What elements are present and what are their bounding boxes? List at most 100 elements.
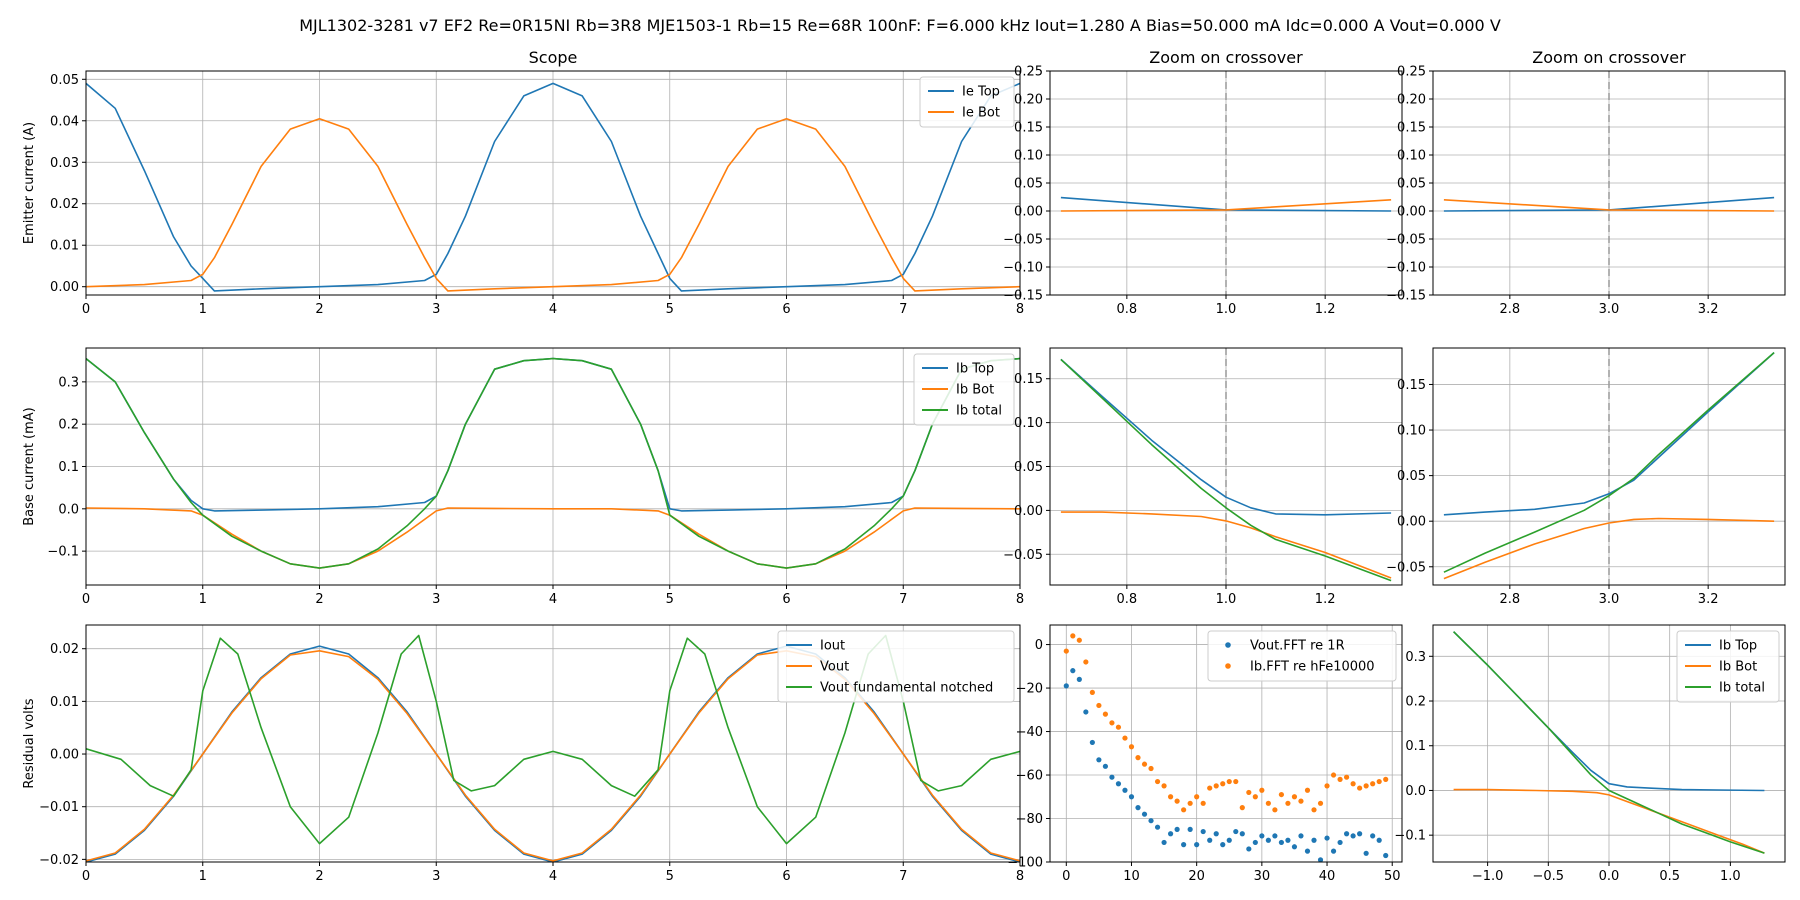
x-tick-label: 3.0: [1599, 302, 1620, 317]
x-tick-label: 3: [432, 592, 440, 607]
x-tick-label: 2: [315, 302, 323, 317]
legend-label: Ib.FFT re hFe10000: [1250, 660, 1375, 675]
legend-label: Vout: [820, 660, 849, 675]
scatter-point: [1135, 755, 1141, 761]
scatter-point: [1317, 857, 1324, 862]
scatter-point: [1226, 778, 1232, 785]
y-tick-label: −0.05: [1386, 560, 1426, 575]
y-tick-label: −0.05: [1386, 233, 1426, 248]
x-tick-label: 0.8: [1117, 302, 1138, 317]
legend-label: Ib Top: [956, 362, 994, 377]
plot-area: [86, 357, 1020, 569]
scatter-point: [1246, 846, 1252, 852]
y-tick-label: 0.15: [1397, 378, 1426, 393]
series-line: [1060, 358, 1392, 582]
x-tick-label: 3.0: [1599, 592, 1620, 607]
scatter-point: [1076, 637, 1082, 643]
scatter-point: [1128, 794, 1135, 800]
y-axis-label: Residual volts: [22, 698, 37, 788]
scatter-point: [1324, 783, 1330, 789]
y-tick-label: 0.00: [50, 280, 79, 295]
y-tick-label: 0.15: [1014, 372, 1043, 387]
y-tick-label: −0.15: [1003, 289, 1043, 304]
x-tick-label: 3.2: [1698, 302, 1719, 317]
scatter-point: [1357, 831, 1363, 837]
x-tick-label: −0.5: [1533, 869, 1565, 884]
x-tick-label: 6: [782, 869, 790, 884]
x-tick-label: 3: [432, 869, 440, 884]
scatter-point: [1311, 837, 1317, 843]
scatter-point: [1370, 833, 1376, 839]
y-tick-label: −20: [1016, 682, 1043, 697]
y-tick-label: 0.10: [1397, 424, 1426, 439]
scatter-point: [1239, 805, 1245, 811]
y-tick-label: 0.2: [58, 418, 79, 433]
y-tick-label: 0.05: [1397, 469, 1426, 484]
series-line: [1060, 511, 1392, 579]
scatter-point: [1213, 831, 1219, 837]
panel-title: Scope: [529, 48, 578, 67]
scatter-point: [1278, 791, 1285, 798]
panel-p7: 0 1 2 3 4 5 6 7 8 −0.02 −0.01 0.00 0.01 0.02 Residual …: [22, 624, 1024, 884]
scatter-point: [1070, 633, 1076, 639]
x-tick-label: 20: [1188, 869, 1205, 884]
scatter-point: [1181, 807, 1187, 813]
y-tick-label: −0.15: [1386, 289, 1426, 304]
x-tick-label: −1.0: [1472, 869, 1504, 884]
legend-label: Iout: [820, 639, 845, 654]
series-line: [1443, 352, 1775, 516]
x-tick-label: 1.2: [1315, 592, 1336, 607]
scatter-point: [1187, 826, 1193, 832]
scatter-point: [1291, 844, 1298, 850]
scatter-point: [1363, 783, 1369, 789]
scatter-point: [1207, 785, 1213, 791]
y-tick-label: 0.25: [1014, 65, 1043, 80]
y-tick-label: −80: [1016, 812, 1043, 827]
legend-label: Ib total: [1719, 681, 1765, 696]
legend-box: [777, 630, 1015, 703]
x-tick-label: 2: [315, 869, 323, 884]
legend-label: Vout.FFT re 1R: [1250, 639, 1345, 654]
scatter-point: [1161, 839, 1167, 846]
y-tick-label: −0.1: [1394, 829, 1426, 844]
panel-p5: 0.8 1.0 1.2 −0.05 0.00 0.05 0.10 0.15: [1003, 347, 1403, 607]
scatter-point: [1070, 668, 1076, 674]
scatter-point: [1174, 826, 1180, 832]
y-tick-label: 0.05: [1014, 460, 1043, 475]
scatter-point: [1246, 789, 1252, 796]
legend: Ib Top Ib Bot Ib total: [913, 353, 1015, 426]
panel-p6: 2.8 3.0 3.2 −0.05 0.00 0.05 0.10 0.15: [1386, 347, 1786, 607]
plot-area: [1060, 196, 1392, 212]
scatter-point: [1174, 798, 1180, 804]
legend-label: Ib Bot: [956, 383, 994, 398]
y-tick-label: −0.05: [1003, 233, 1043, 248]
y-axis-label: Emitter current (A): [22, 122, 37, 244]
plot-grid: 0 1 2 3 4 5 6 7 80.000.010.020.030.040.05ScopeEm…: [22, 48, 1786, 884]
y-tick-label: 0.15: [1397, 121, 1426, 136]
x-tick-label: 7: [899, 302, 907, 317]
y-tick-label: −40: [1016, 725, 1043, 740]
scatter-point: [1135, 805, 1141, 811]
y-tick-label: 0.10: [1014, 149, 1043, 164]
series-line: [1060, 199, 1392, 212]
scatter-point: [1220, 842, 1226, 848]
scatter-point: [1128, 744, 1135, 750]
x-tick-label: 0: [82, 302, 90, 317]
x-tick-label: 5: [666, 302, 674, 317]
scatter-point: [1207, 837, 1213, 843]
scatter-point: [1102, 711, 1109, 717]
scatter-point: [1265, 837, 1271, 843]
scatter-point: [1239, 831, 1245, 837]
x-tick-label: 0: [82, 592, 90, 607]
y-tick-label: −60: [1016, 769, 1043, 784]
scatter-point: [1252, 839, 1258, 846]
y-tick-label: −0.01: [39, 800, 79, 815]
legend-box: [913, 353, 1015, 426]
x-tick-label: 0.0: [1599, 869, 1620, 884]
scatter-point: [1109, 774, 1115, 780]
y-tick-label: 0.2: [1405, 695, 1426, 710]
x-tick-label: 0.8: [1117, 592, 1138, 607]
y-tick-label: 0.00: [1397, 205, 1426, 220]
scatter-point: [1200, 828, 1206, 835]
scatter-point: [1324, 835, 1330, 841]
